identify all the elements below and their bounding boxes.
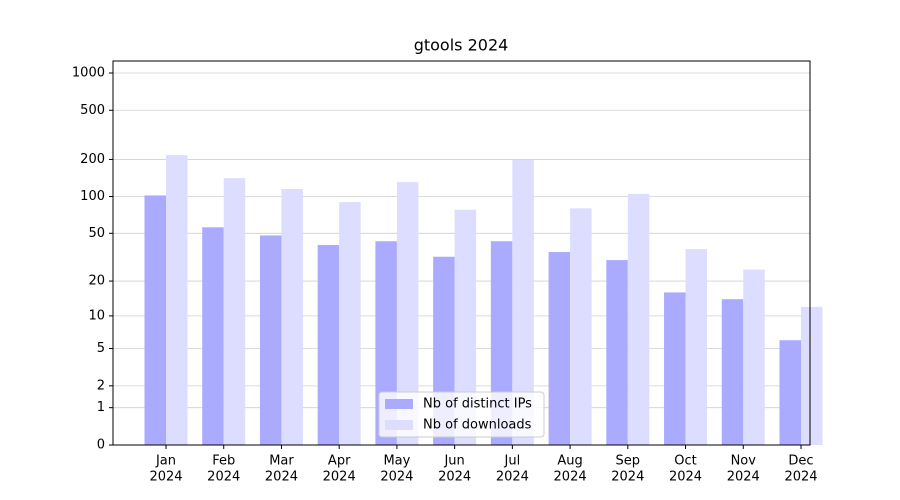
x-tick-label: Jul xyxy=(504,454,521,469)
y-tick-label: 100 xyxy=(80,189,105,204)
y-tick-label: 50 xyxy=(88,226,105,241)
bar xyxy=(512,159,534,445)
x-tick-label: 2024 xyxy=(784,470,817,485)
bar xyxy=(317,245,340,445)
x-tick-label: Feb xyxy=(212,454,235,469)
bar xyxy=(166,155,188,445)
chart-title: gtools 2024 xyxy=(414,36,509,55)
y-tick-label: 0 xyxy=(97,438,105,453)
y-tick-label: 1 xyxy=(97,400,105,415)
x-tick-label: 2024 xyxy=(669,470,702,485)
x-tick-label: Jun xyxy=(443,454,464,469)
bar xyxy=(144,195,166,445)
bar xyxy=(339,202,361,445)
y-tick-label: 500 xyxy=(80,103,105,118)
x-tick-label: Dec xyxy=(788,454,813,469)
x-tick-label: Sep xyxy=(616,454,641,469)
legend-box xyxy=(378,391,545,438)
x-tick-label: 2024 xyxy=(554,470,587,485)
bar xyxy=(743,269,765,445)
x-tick-label: 2024 xyxy=(727,470,760,485)
bar xyxy=(779,340,801,445)
x-tick-label: 2024 xyxy=(149,470,182,485)
x-tick-label: 2024 xyxy=(265,470,298,485)
x-tick-label: Apr xyxy=(328,454,351,469)
bar xyxy=(570,208,592,445)
bar xyxy=(627,193,650,445)
y-tick-label: 2 xyxy=(97,378,105,393)
x-tick-label: Oct xyxy=(674,454,696,469)
x-tick-label: 2024 xyxy=(496,470,529,485)
legend-swatch xyxy=(385,399,413,409)
x-tick-label: Nov xyxy=(731,454,757,469)
y-tick-label: 5 xyxy=(97,341,105,356)
y-tick-label: 20 xyxy=(88,274,105,289)
legend-label: Nb of downloads xyxy=(423,418,532,433)
x-tick-label: Jan xyxy=(155,454,176,469)
x-tick-label: 2024 xyxy=(207,470,240,485)
x-tick-label: 2024 xyxy=(323,470,356,485)
y-tick-label: 10 xyxy=(88,308,105,323)
x-tick-label: Mar xyxy=(269,454,294,469)
bar xyxy=(548,252,571,445)
bar xyxy=(259,235,282,445)
x-tick-label: Aug xyxy=(557,454,582,469)
y-tick-label: 200 xyxy=(80,152,105,167)
bar xyxy=(606,260,628,445)
x-tick-label: 2024 xyxy=(611,470,644,485)
legend-swatch xyxy=(385,420,413,430)
legend-label: Nb of distinct IPs xyxy=(423,397,532,412)
bar xyxy=(396,182,419,445)
bar xyxy=(801,306,823,445)
bar xyxy=(454,209,477,445)
y-tick-label: 1000 xyxy=(72,66,105,81)
x-tick-label: May xyxy=(383,454,410,469)
x-tick-label: 2024 xyxy=(438,470,471,485)
plot-frame xyxy=(112,60,811,446)
bar xyxy=(721,299,744,445)
bar xyxy=(202,227,224,445)
bar xyxy=(685,249,708,445)
bar xyxy=(223,178,246,445)
bar xyxy=(281,189,303,445)
x-tick-label: 2024 xyxy=(380,470,413,485)
bar xyxy=(664,292,686,445)
